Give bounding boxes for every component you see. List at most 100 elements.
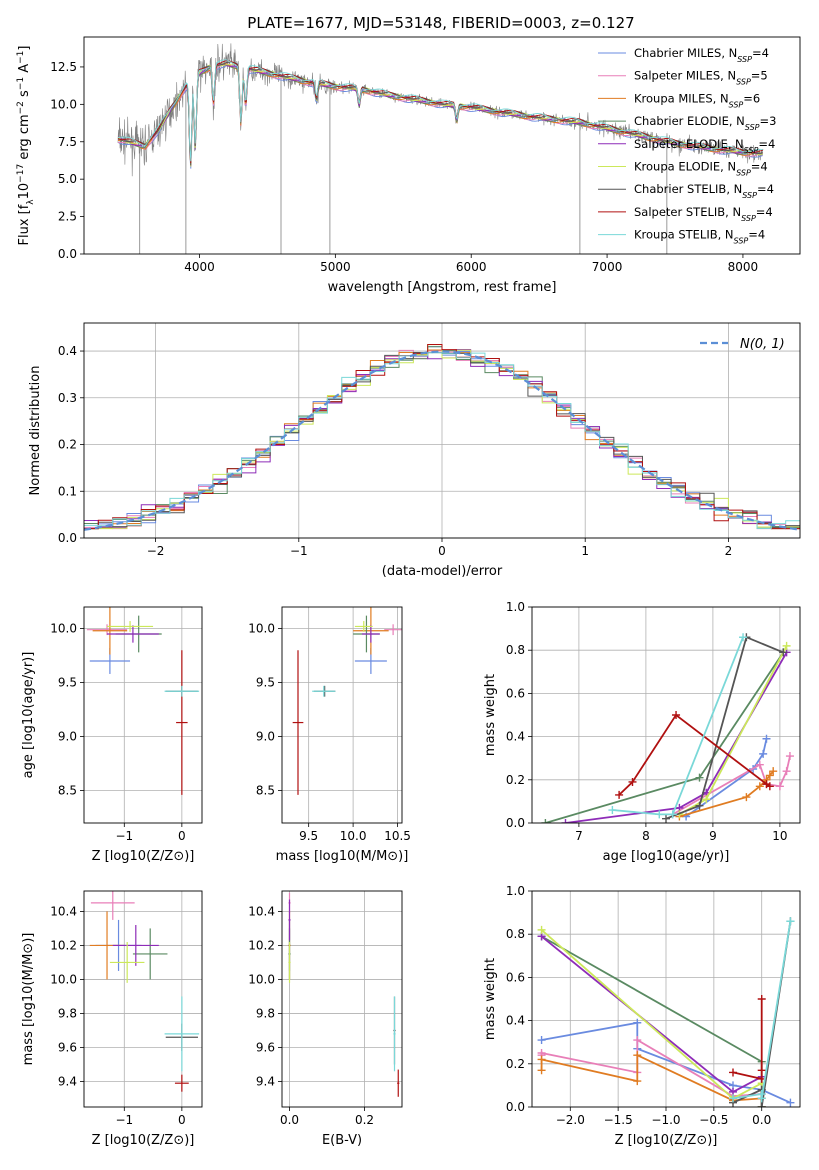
legend-subscript: SSP xyxy=(736,77,751,86)
errorbar-kroupa-elodie xyxy=(354,621,373,632)
y-tick-label: 10.0 xyxy=(248,972,275,986)
legend-suffix: =4 xyxy=(751,160,768,174)
panel-residuals: −2 −1 0 1 2 0.0 0.1 0.2 0.3 0.4 (data-model)/error… xyxy=(28,322,801,579)
series-line xyxy=(612,636,744,816)
legend-name: Chabrier ELODIE, N xyxy=(634,114,745,128)
legend-name: Salpeter STELIB, N xyxy=(634,205,741,219)
x-tick-label: 5000 xyxy=(320,260,351,274)
series-marker xyxy=(755,760,764,769)
x-tick-label: −1.5 xyxy=(604,1113,633,1127)
axes-frame xyxy=(83,606,203,824)
series-marker xyxy=(785,752,794,761)
plot-area xyxy=(288,892,400,1097)
series-marker xyxy=(755,782,764,791)
y-label-part: −2 xyxy=(16,101,26,114)
plot-area xyxy=(89,891,200,1092)
y-tick-label: 7.5 xyxy=(58,135,77,149)
y-tick-label: 9.4 xyxy=(58,1074,77,1088)
y-axis-label: Flux [fλ10−17 erg cm−2 s−1 A−1] xyxy=(16,46,36,246)
series-line xyxy=(732,999,763,1081)
legend-name: Kroupa STELIB, N xyxy=(634,228,734,242)
panel-age-vs-mass: 9.5 10.0 10.5 8.5 9.0 9.5 10.0 mass [log10(M/M⊙… xyxy=(248,606,411,864)
y-axis-label: Normed distribution xyxy=(28,366,43,496)
series-marker xyxy=(769,767,778,776)
series-line xyxy=(541,935,763,1107)
series-line xyxy=(618,713,771,796)
y-tick-label: 10.4 xyxy=(248,904,275,918)
y-tick-label: 0.6 xyxy=(506,686,525,700)
legend-suffix: =4 xyxy=(758,137,775,151)
y-label-part: 10 xyxy=(17,183,32,200)
series-marker xyxy=(729,1094,737,1103)
series-marker xyxy=(786,917,795,926)
legend-suffix: =6 xyxy=(743,91,760,105)
series-marker xyxy=(775,782,784,791)
y-tick-label: 9.6 xyxy=(58,1040,77,1054)
x-tick-label: −1 xyxy=(290,544,308,558)
series-marker xyxy=(537,1066,546,1075)
y-tick-label: 9.8 xyxy=(58,1006,77,1020)
axes-frame xyxy=(531,890,801,1108)
errorbar-kroupa-miles xyxy=(92,607,128,655)
x-tick-label: 0.0 xyxy=(752,1113,771,1127)
axes-frame xyxy=(281,890,403,1108)
figure-title: PLATE=1677, MJD=53148, FIBERID=0003, z=0… xyxy=(247,14,634,32)
series-line xyxy=(665,635,784,820)
legend-label: Salpeter STELIB, NSSP=4 xyxy=(634,205,773,223)
y-tick-label: 2.5 xyxy=(58,210,77,224)
y-tick-label: 0.8 xyxy=(506,643,525,657)
y-tick-label: 9.4 xyxy=(256,1074,275,1088)
x-axis-label: wavelength [Angstrom, rest frame] xyxy=(328,280,557,295)
errorbar-salpeter-stelib xyxy=(176,650,188,795)
series-marker xyxy=(537,1055,546,1064)
y-label-part: −17 xyxy=(16,164,26,183)
y-tick-label: 0.1 xyxy=(58,484,77,498)
series-line xyxy=(541,935,763,1107)
series-salpeter-elodie xyxy=(561,648,791,823)
legend-suffix: =4 xyxy=(756,205,773,219)
series-kroupa-stelib xyxy=(729,917,795,1103)
data-spectrum xyxy=(117,43,764,177)
histogram-kroupa-stelib xyxy=(84,352,800,529)
y-tick-label: 9.0 xyxy=(58,730,77,744)
legend-label: Salpeter ELODIE, NSSP=4 xyxy=(634,137,775,155)
legend-subscript: SSP xyxy=(736,168,751,177)
series-marker xyxy=(662,814,670,823)
legend-suffix: =4 xyxy=(752,46,769,60)
errorbar-kroupa-stelib xyxy=(312,685,336,697)
x-tick-label: 10.0 xyxy=(340,829,367,843)
plot-area xyxy=(292,607,402,795)
x-tick-label: 0.2 xyxy=(355,1113,374,1127)
y-label-part: ] xyxy=(17,46,32,51)
errorbar-kroupa-stelib xyxy=(393,996,396,1072)
series-salpeter-stelib xyxy=(729,995,766,1083)
legend-label: Chabrier ELODIE, NSSP=3 xyxy=(634,114,776,132)
series-marker xyxy=(765,771,774,780)
errorbar-chabrier-elodie xyxy=(132,928,168,980)
y-axis-label: mass [log10(M/M⊙)] xyxy=(21,933,36,1066)
y-tick-label: 0.2 xyxy=(506,773,525,787)
x-axis-label: Z [log10(Z/Z⊙)] xyxy=(92,849,195,864)
series-marker xyxy=(633,1018,642,1027)
series-marker xyxy=(633,1077,642,1086)
x-axis-label: mass [log10(M/M⊙)] xyxy=(276,849,409,864)
series-marker xyxy=(695,773,704,782)
y-tick-label: 5.0 xyxy=(58,172,77,186)
series-kroupa-stelib xyxy=(608,633,748,819)
series-marker xyxy=(782,641,791,650)
y-tick-label: 0.0 xyxy=(58,531,77,545)
y-tick-label: 1.0 xyxy=(506,600,525,614)
y-tick-label: 0.2 xyxy=(506,1057,525,1071)
y-tick-label: 9.5 xyxy=(58,676,77,690)
legend-name: Salpeter MILES, N xyxy=(634,69,736,83)
y-tick-label: 0.4 xyxy=(506,730,525,744)
errorbar-salpeter-stelib xyxy=(174,1074,189,1092)
x-tick-label: 8 xyxy=(642,829,650,843)
axes-frame xyxy=(281,606,403,824)
legend-suffix: =3 xyxy=(760,114,777,128)
legend-label: Kroupa STELIB, NSSP=4 xyxy=(634,228,765,246)
x-tick-label: −1 xyxy=(115,1113,133,1127)
errorbar-salpeter-elodie xyxy=(362,625,380,643)
plot-area xyxy=(541,633,794,823)
legend-subscript: SSP xyxy=(729,100,744,109)
